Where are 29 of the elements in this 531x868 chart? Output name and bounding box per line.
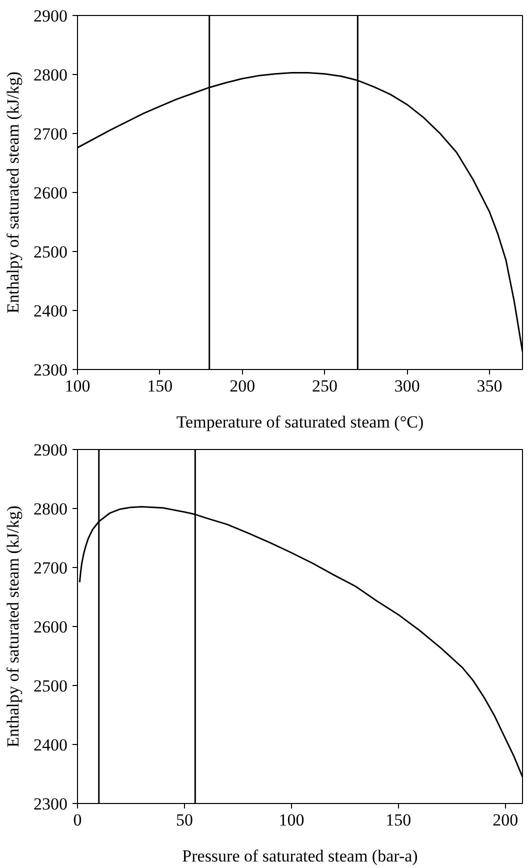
y-tick-label: 2600 bbox=[34, 618, 68, 636]
y-tick-label: 2400 bbox=[34, 736, 68, 754]
y-tick-label: 2400 bbox=[34, 302, 68, 320]
x-tick-label: 0 bbox=[73, 810, 82, 830]
x-tick-label: 350 bbox=[476, 376, 502, 396]
y-tick-label: 2300 bbox=[34, 794, 68, 814]
x-axis-title: Pressure of saturated steam (bar-a) bbox=[182, 846, 418, 866]
x-tick-label: 200 bbox=[230, 376, 256, 396]
x-tick-label: 150 bbox=[386, 810, 412, 830]
y-tick-label: 2500 bbox=[34, 676, 68, 696]
y-tick-label: 2900 bbox=[34, 440, 68, 460]
y-tick-label: 2300 bbox=[34, 360, 68, 380]
y-tick-label: 2700 bbox=[34, 558, 68, 578]
y-tick-label: 2600 bbox=[34, 184, 68, 202]
x-tick-label: 50 bbox=[176, 810, 193, 830]
x-axis-title: Temperature of saturated steam (°C) bbox=[176, 412, 424, 432]
y-tick-label: 2900 bbox=[34, 6, 68, 26]
x-tick-label: 100 bbox=[64, 376, 90, 396]
x-tick-label: 200 bbox=[492, 810, 518, 830]
y-tick-label: 2700 bbox=[34, 124, 68, 144]
x-tick-label: 300 bbox=[394, 376, 420, 396]
x-tick-label: 100 bbox=[278, 810, 304, 830]
y-tick-label: 2500 bbox=[34, 242, 68, 262]
y-axis-title: Enthalpy of saturated steam (kJ/kg) bbox=[4, 72, 22, 314]
y-axis-title: Enthalpy of saturated steam (kJ/kg) bbox=[4, 506, 22, 748]
y-tick-label: 2800 bbox=[34, 66, 68, 84]
y-tick-label: 2800 bbox=[34, 500, 68, 518]
x-tick-label: 250 bbox=[312, 376, 338, 396]
x-tick-label: 150 bbox=[147, 376, 173, 396]
